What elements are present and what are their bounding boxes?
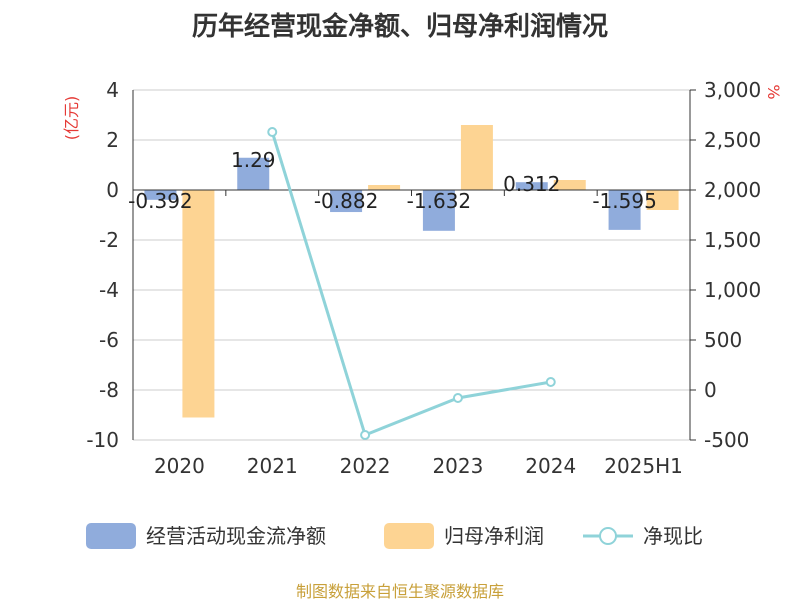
y-left-axis-unit: (亿元) xyxy=(62,96,81,141)
y-left-tick-label: 2 xyxy=(106,128,119,152)
bar-net-profit-2020 xyxy=(182,190,215,418)
bar-cash-flow-2023 xyxy=(422,190,455,231)
bar-cash-flow-2024 xyxy=(515,182,548,190)
y-right-tick-label: 1,500 xyxy=(704,228,761,252)
bar-net-profit-2023 xyxy=(460,125,493,190)
x-axis-label-2024: 2024 xyxy=(525,454,576,478)
chart-title: 历年经营现金净额、归母净利润情况 xyxy=(191,12,608,42)
data-label-cash-flow: 0.312 xyxy=(503,172,560,196)
data-label-cash-flow: -1.595 xyxy=(592,189,656,213)
y-right-tick-label: -500 xyxy=(704,428,749,452)
point-net-cash-ratio-2021 xyxy=(267,127,278,137)
y-left-tick-label: -2 xyxy=(99,228,119,252)
point-net-cash-ratio-2023 xyxy=(452,393,463,403)
legend-swatch-cash-flow xyxy=(86,523,136,549)
y-right-tick-label: 3,000 xyxy=(704,78,761,102)
data-source-note: 制图数据来自恒生聚源数据库 xyxy=(295,582,504,601)
y-right-axis-unit: % xyxy=(764,84,783,99)
data-label-cash-flow: 1.29 xyxy=(231,148,276,172)
y-left-tick-label: -8 xyxy=(99,378,119,402)
y-right-tick-label: 0 xyxy=(704,378,717,402)
x-axis-label-2023: 2023 xyxy=(432,454,483,478)
bar-net-profit-2022 xyxy=(368,185,401,190)
x-axis-label-2021: 2021 xyxy=(247,454,298,478)
bar-cash-flow-2025H1 xyxy=(608,190,641,230)
data-label-cash-flow: -0.392 xyxy=(128,189,192,213)
point-net-cash-ratio-2024 xyxy=(545,377,556,387)
y-left-tick-label: 0 xyxy=(106,178,119,202)
legend-label-cash-flow: 经营活动现金流净额 xyxy=(146,524,326,548)
y-right-tick-label: 1,000 xyxy=(704,278,761,302)
bar-net-profit-2025H1 xyxy=(646,190,679,210)
y-right-tick-label: 500 xyxy=(704,328,742,352)
y-left-tick-label: -10 xyxy=(86,428,119,452)
y-left-tick-label: -4 xyxy=(99,278,119,302)
legend-label-net-cash-ratio: 净现比 xyxy=(643,524,703,548)
bar-net-profit-2024 xyxy=(553,180,586,190)
point-net-cash-ratio-2022 xyxy=(360,430,371,440)
bar-cash-flow-2021 xyxy=(237,157,270,190)
legend-marker-net-cash-ratio xyxy=(599,527,617,545)
line-net-cash-ratio xyxy=(270,131,552,437)
data-label-cash-flow: -0.882 xyxy=(314,189,378,213)
x-axis-label-2025H1: 2025H1 xyxy=(604,454,683,478)
x-axis-label-2022: 2022 xyxy=(340,454,391,478)
bar-cash-flow-2022 xyxy=(330,190,363,213)
legend-swatch-net-profit xyxy=(384,523,434,549)
y-right-tick-label: 2,500 xyxy=(704,128,761,152)
x-axis-label-2020: 2020 xyxy=(154,454,205,478)
data-label-cash-flow: -1.632 xyxy=(407,189,471,213)
bar-cash-flow-2020 xyxy=(144,190,177,200)
y-right-tick-label: 2,000 xyxy=(704,178,761,202)
legend-label-net-profit: 归母净利润 xyxy=(444,524,544,548)
y-left-tick-label: -6 xyxy=(99,328,119,352)
y-left-tick-label: 4 xyxy=(106,78,119,102)
